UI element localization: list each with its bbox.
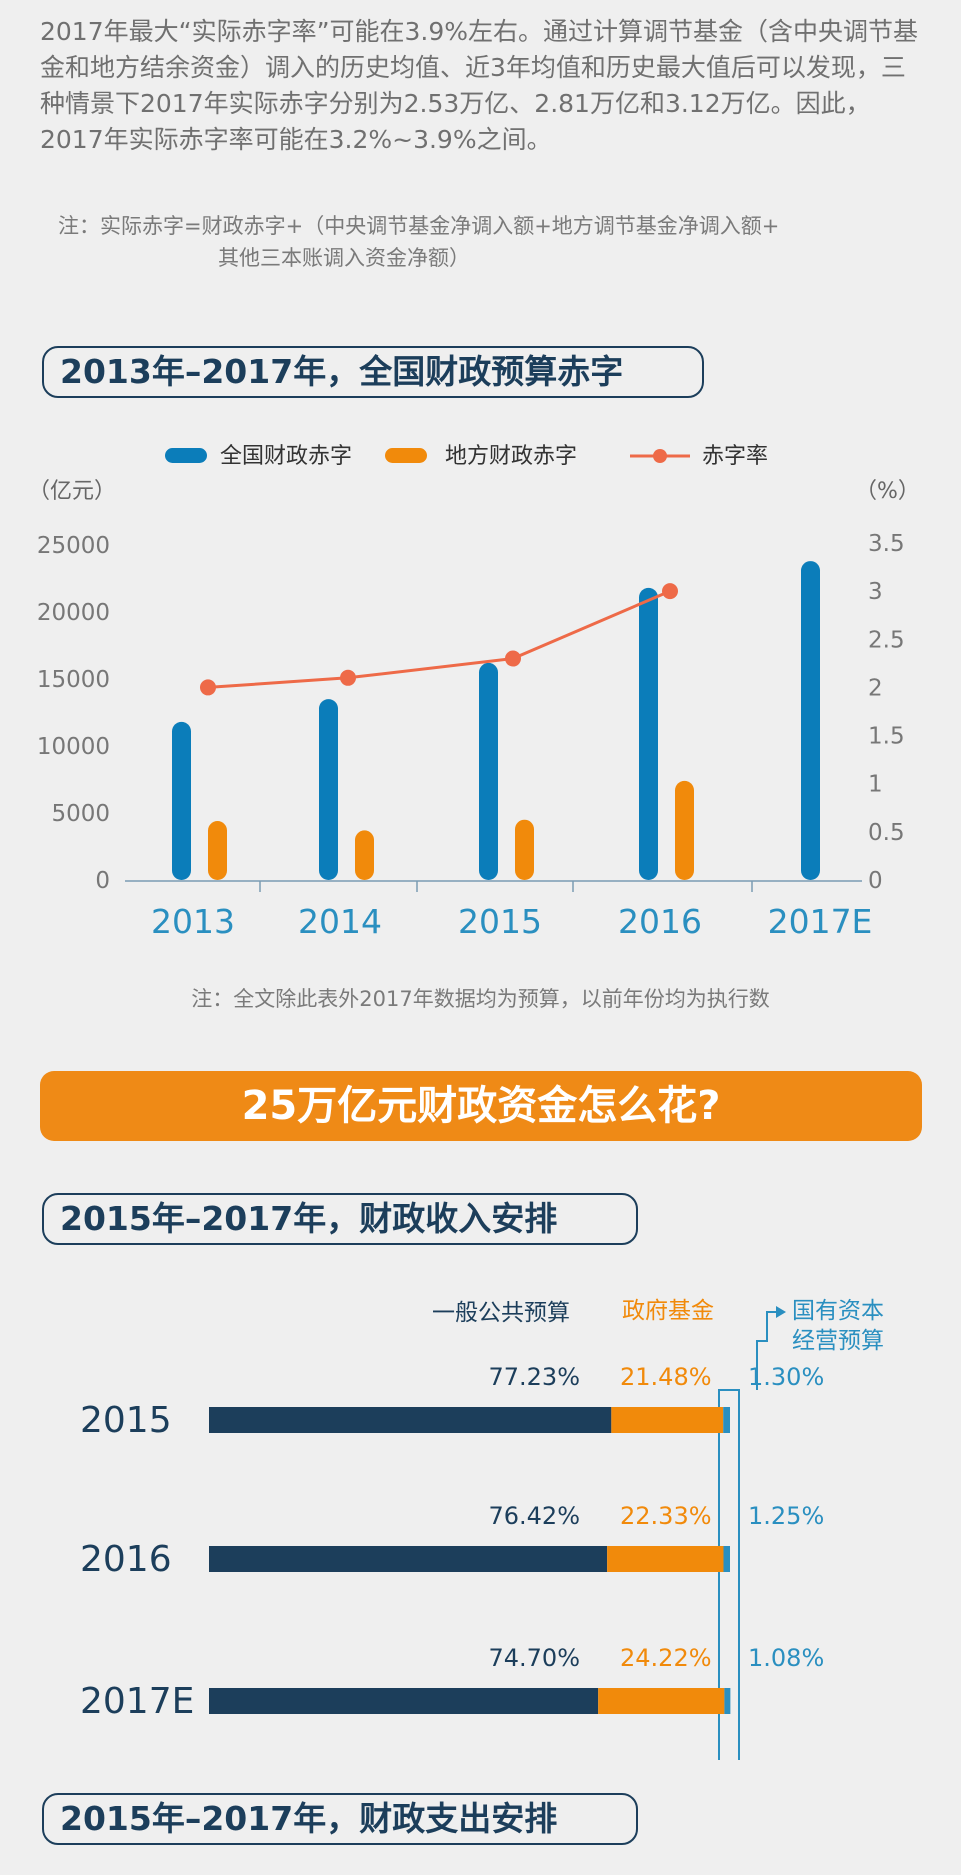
right-axis-tick: 0 <box>868 868 883 894</box>
legend-label-general-budget: 一般公共预算 <box>432 1300 570 1326</box>
left-axis-tick: 5000 <box>51 801 110 827</box>
value-government-fund-2016: 22.33% <box>620 1502 712 1530</box>
deficit-definition-note: 注：实际赤字=财政赤字+（中央调节基金净调入额+地方调节基金净调入额+ 其他三本… <box>58 210 918 274</box>
right-axis-tick: 1.5 <box>868 724 905 750</box>
segment-state-capital-2015 <box>723 1407 730 1433</box>
rate-point-2013 <box>200 679 216 696</box>
bar-local-2013 <box>208 821 227 880</box>
bar-national-2013 <box>172 721 191 880</box>
bar-national-2015 <box>479 662 498 880</box>
x-axis-label-2017E: 2017E <box>768 902 873 941</box>
legend-label-state-capital-line2: 经营预算 <box>792 1328 884 1354</box>
value-general-budget-2016: 76.42% <box>488 1502 580 1530</box>
spending-banner: 25万亿元财政资金怎么花? <box>40 1071 922 1141</box>
left-axis-tick: 20000 <box>37 600 110 626</box>
note-line-2: 其他三本账调入资金净额） <box>218 246 470 270</box>
value-state-capital-2015: 1.30% <box>748 1363 824 1391</box>
legend-arrow-icon <box>776 1306 786 1318</box>
right-axis-tick: 2 <box>868 675 883 701</box>
segment-state-capital-2017E <box>724 1688 731 1714</box>
right-axis-tick: 3 <box>868 579 883 605</box>
right-axis-tick: 1 <box>868 772 883 798</box>
left-axis-tick: 15000 <box>37 667 110 693</box>
legend-marker-rate <box>653 449 667 463</box>
bar-local-2014 <box>355 830 374 880</box>
legend-connector <box>756 1311 778 1390</box>
row-label-2016: 2016 <box>80 1539 172 1580</box>
chart-legend: 全国财政赤字 地方财政赤字 赤字率 <box>165 444 768 469</box>
value-general-budget-2017E: 74.70% <box>488 1644 580 1672</box>
right-axis-tick: 0.5 <box>868 820 905 846</box>
stacked-bars: 2015 77.23% 21.48% 1.30% 2016 76.42% 22.33% 1.2… <box>80 1363 824 1722</box>
bar-local-2015 <box>515 819 534 880</box>
bar-local-2016 <box>675 780 694 880</box>
bar-national-2014 <box>319 699 338 880</box>
segment-government-fund-2016 <box>607 1546 724 1572</box>
segment-state-capital-2016 <box>723 1546 730 1572</box>
rate-point-2015 <box>505 650 521 667</box>
chart-bars <box>172 561 820 880</box>
left-axis-tick: 10000 <box>37 734 110 760</box>
deficit-rate-line <box>200 583 678 696</box>
right-axis-tick: 3.5 <box>868 531 905 557</box>
segment-general-budget-2016 <box>209 1546 608 1572</box>
legend-label-national: 全国财政赤字 <box>220 444 352 469</box>
value-state-capital-2016: 1.25% <box>748 1502 824 1530</box>
rate-line-path <box>207 589 671 689</box>
right-axis-tick: 2.5 <box>868 627 905 653</box>
row-label-2017E: 2017E <box>80 1681 194 1722</box>
left-axis-unit: （亿元） <box>28 479 116 504</box>
bar-national-2017E <box>801 561 820 880</box>
intro-paragraph: 2017年最大“实际赤字率”可能在3.9%左右。通过计算调节基金（含中央调节基金… <box>40 17 919 154</box>
legend-swatch-national <box>165 448 207 463</box>
note-line-1: 注：实际赤字=财政赤字+（中央调节基金净调入额+地方调节基金净调入额+ <box>58 214 780 238</box>
value-government-fund-2017E: 24.22% <box>620 1644 712 1672</box>
segment-government-fund-2015 <box>611 1407 724 1433</box>
state-capital-highlight-frame <box>718 1389 740 1760</box>
left-axis-tick: 25000 <box>37 533 110 559</box>
data-source-note: 注：全文除此表外2017年数据均为预算，以前年份均为执行数 <box>191 987 770 1011</box>
row-label-2015: 2015 <box>80 1400 172 1441</box>
legend-label-state-capital-line1: 国有资本 <box>792 1298 884 1324</box>
x-axis-label-2015: 2015 <box>458 902 542 941</box>
legend-label-rate: 赤字率 <box>702 444 768 469</box>
segment-government-fund-2017E <box>598 1688 725 1714</box>
chart-axes: （亿元） （%） 0 5000 10000 15000 20000 25000 0 0.5 1 1.5… <box>28 479 920 941</box>
bar-national-2016 <box>639 587 658 880</box>
left-axis-tick: 0 <box>95 868 110 894</box>
x-axis-label-2013: 2013 <box>151 902 235 941</box>
legend-label-local: 地方财政赤字 <box>445 444 577 469</box>
rate-point-2016 <box>662 583 678 600</box>
section-title-deficit: 2013年–2017年，全国财政预算赤字 <box>42 346 704 398</box>
legend-label-government-fund: 政府基金 <box>622 1298 714 1324</box>
value-state-capital-2017E: 1.08% <box>748 1644 824 1672</box>
segment-general-budget-2015 <box>209 1407 612 1433</box>
x-axis-label-2014: 2014 <box>298 902 382 941</box>
value-government-fund-2015: 21.48% <box>620 1363 712 1391</box>
section-title-revenue: 2015年–2017年，财政收入安排 <box>42 1193 638 1245</box>
value-general-budget-2015: 77.23% <box>488 1363 580 1391</box>
right-axis-unit: （%） <box>855 479 920 504</box>
rate-point-2014 <box>340 669 356 686</box>
legend-swatch-local <box>385 448 427 463</box>
segment-general-budget-2017E <box>209 1688 599 1714</box>
deficit-chart: 全国财政赤字 地方财政赤字 赤字率 （亿元） （%）05000100001500020… <box>28 444 920 941</box>
x-axis-label-2016: 2016 <box>618 902 702 941</box>
section-title-expenditure: 2015年–2017年，财政支出安排 <box>42 1793 638 1845</box>
